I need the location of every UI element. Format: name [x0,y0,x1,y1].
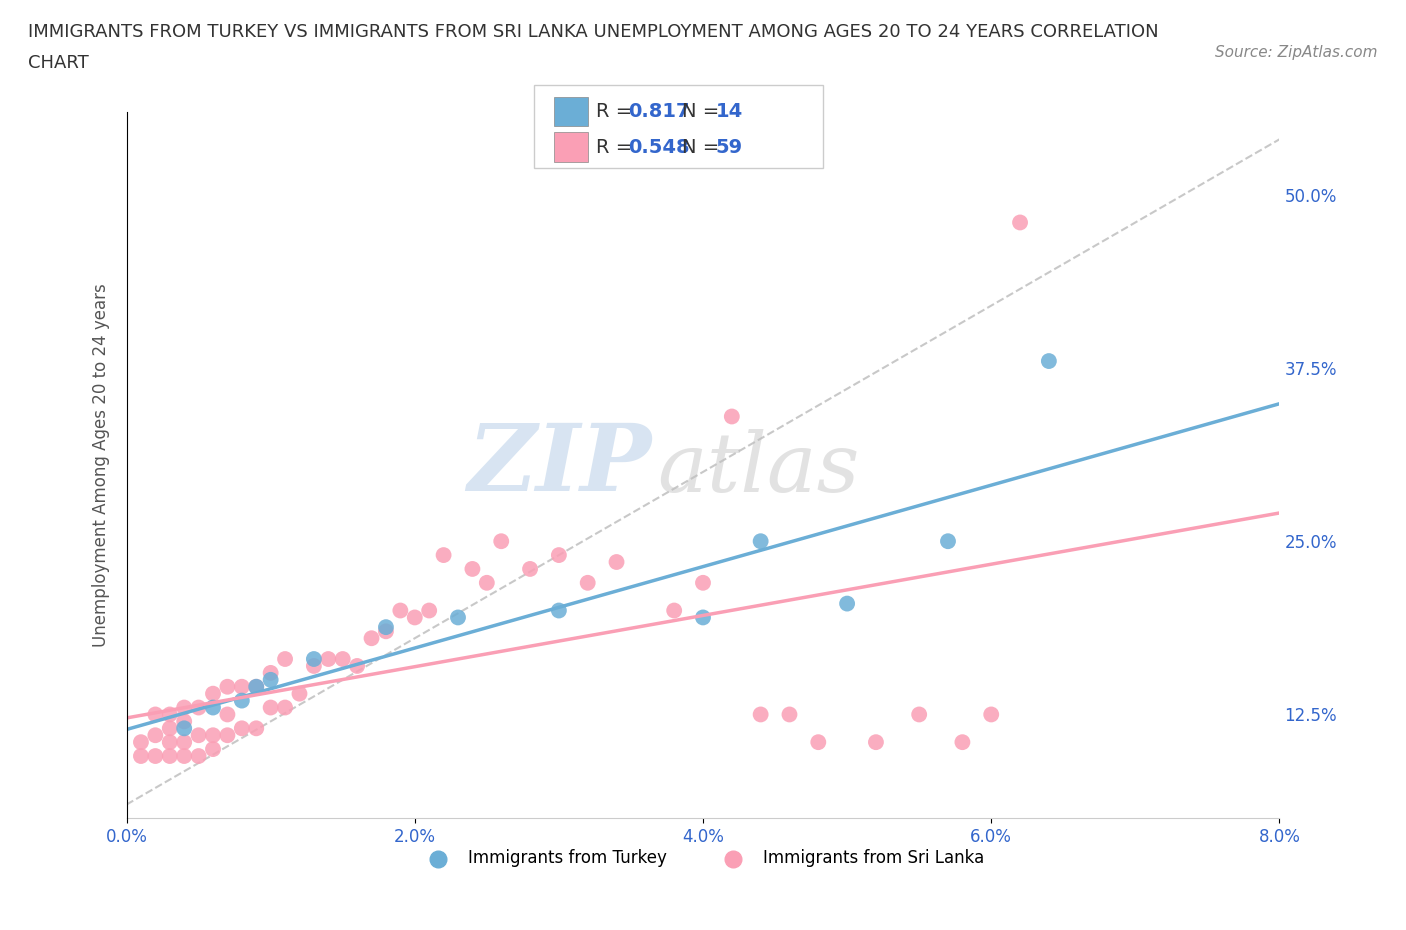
Point [217,707,239,722]
Point [159,721,181,736]
Point [548,548,571,563]
Point [489,534,512,549]
Point [692,610,714,625]
Point [288,686,311,701]
Point [159,707,181,722]
Point [259,700,281,715]
Point [187,749,209,764]
Point [145,749,166,764]
Point [779,707,801,722]
Text: ZIP: ZIP [467,420,651,510]
Point [519,562,541,577]
Point [433,548,456,563]
Point [835,596,858,611]
Point [936,534,959,549]
Point [576,576,599,591]
Legend: Immigrants from Turkey, Immigrants from Sri Lanka: Immigrants from Turkey, Immigrants from … [415,843,991,873]
Point [145,728,166,743]
Point [461,562,484,577]
Point [245,679,267,694]
Point [404,610,426,625]
Point [202,728,225,743]
Text: Source: ZipAtlas.com: Source: ZipAtlas.com [1215,45,1378,60]
Point [173,749,195,764]
Point [173,700,195,715]
Point [202,700,225,715]
Point [389,603,412,618]
Point [231,721,253,736]
Point [980,707,1002,722]
Point [418,603,440,618]
Text: IMMIGRANTS FROM TURKEY VS IMMIGRANTS FROM SRI LANKA UNEMPLOYMENT AMONG AGES 20 T: IMMIGRANTS FROM TURKEY VS IMMIGRANTS FRO… [28,23,1159,41]
Point [374,619,398,634]
Text: R =: R = [596,138,638,157]
Text: 0.817: 0.817 [628,102,690,121]
Point [129,735,152,750]
Point [231,679,253,694]
Point [749,707,772,722]
Point [187,728,209,743]
Point [187,700,209,715]
Text: N =: N = [682,102,725,121]
Point [129,749,152,764]
Text: 59: 59 [716,138,742,157]
Point [159,735,181,750]
Point [231,693,253,708]
Point [259,672,281,687]
Point [202,741,225,756]
Text: R =: R = [596,102,638,121]
Point [749,534,772,549]
Point [1038,353,1060,368]
Point [173,714,195,729]
Point [302,652,325,667]
Point [274,700,297,715]
Point [217,728,239,743]
Text: 0.548: 0.548 [628,138,690,157]
Point [159,749,181,764]
Point [274,652,297,667]
Point [447,610,470,625]
Point [145,707,166,722]
Point [202,686,225,701]
Point [245,679,267,694]
Point [173,735,195,750]
Y-axis label: Unemployment Among Ages 20 to 24 years: Unemployment Among Ages 20 to 24 years [91,283,110,647]
Point [865,735,887,750]
Point [259,666,281,681]
Point [952,735,974,750]
Point [374,624,398,639]
Point [720,409,742,424]
Point [692,576,714,591]
Text: atlas: atlas [657,429,859,509]
Point [318,652,340,667]
Point [302,658,325,673]
Point [217,679,239,694]
Point [475,576,498,591]
Text: 14: 14 [716,102,742,121]
Point [346,658,368,673]
Point [908,707,931,722]
Text: N =: N = [682,138,725,157]
Point [360,631,382,645]
Point [245,721,267,736]
Point [807,735,830,750]
Point [1010,215,1032,230]
Point [332,652,354,667]
Point [173,721,195,736]
Point [606,554,628,569]
Point [664,603,686,618]
Point [548,603,571,618]
Text: CHART: CHART [28,54,89,72]
